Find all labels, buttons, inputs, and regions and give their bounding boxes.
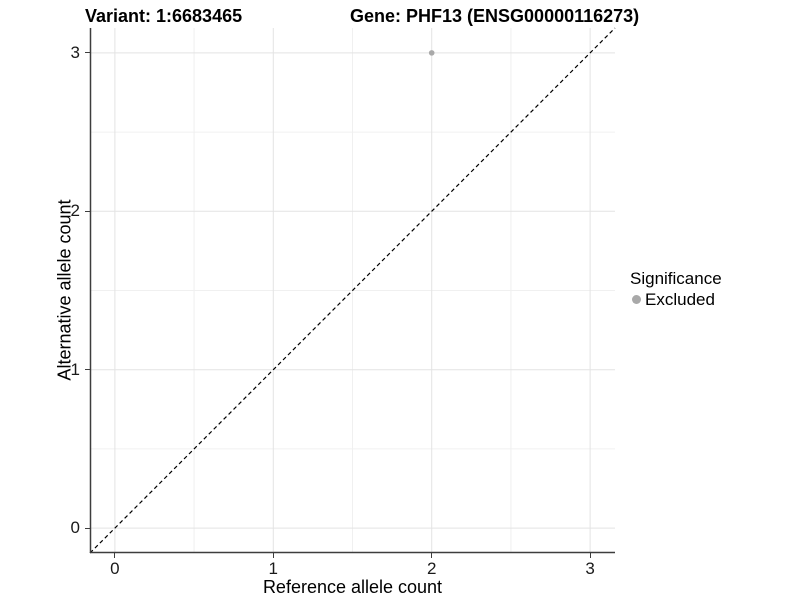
- y-tick-label: 0: [70, 518, 80, 538]
- x-tick-label: 0: [110, 559, 120, 578]
- identity-line: [89, 27, 616, 554]
- y-tick: [85, 210, 90, 212]
- y-tick: [85, 52, 90, 54]
- x-tick: [272, 553, 274, 558]
- y-tick: [85, 527, 90, 529]
- legend-key-dot-icon: [632, 295, 641, 304]
- legend-item-excluded: Excluded: [628, 289, 722, 310]
- x-tick: [114, 553, 116, 558]
- x-tick-label: 2: [426, 559, 437, 578]
- y-axis-title: Alternative allele count: [54, 199, 75, 381]
- x-tick-label: 1: [268, 559, 279, 578]
- legend-title: Significance: [630, 269, 722, 288]
- data-point: [428, 50, 435, 56]
- plot-panel: [89, 27, 616, 554]
- x-tick: [431, 553, 433, 558]
- y-tick-label: 3: [70, 42, 80, 62]
- plot-title-gene: Gene: PHF13 (ENSG00000116273): [350, 6, 640, 26]
- legend-item-label: Excluded: [645, 290, 715, 309]
- plot-canvas: [89, 27, 616, 554]
- plot-title-variant: Variant: 1:6683465: [85, 6, 243, 26]
- y-tick: [85, 369, 90, 371]
- y-tick-label: 2: [70, 201, 80, 221]
- x-axis-title: Reference allele count: [262, 577, 443, 597]
- y-tick-label: 1: [70, 359, 80, 379]
- x-tick: [589, 553, 591, 558]
- legend: Significance Excluded: [628, 268, 722, 310]
- x-tick-label: 3: [585, 559, 595, 578]
